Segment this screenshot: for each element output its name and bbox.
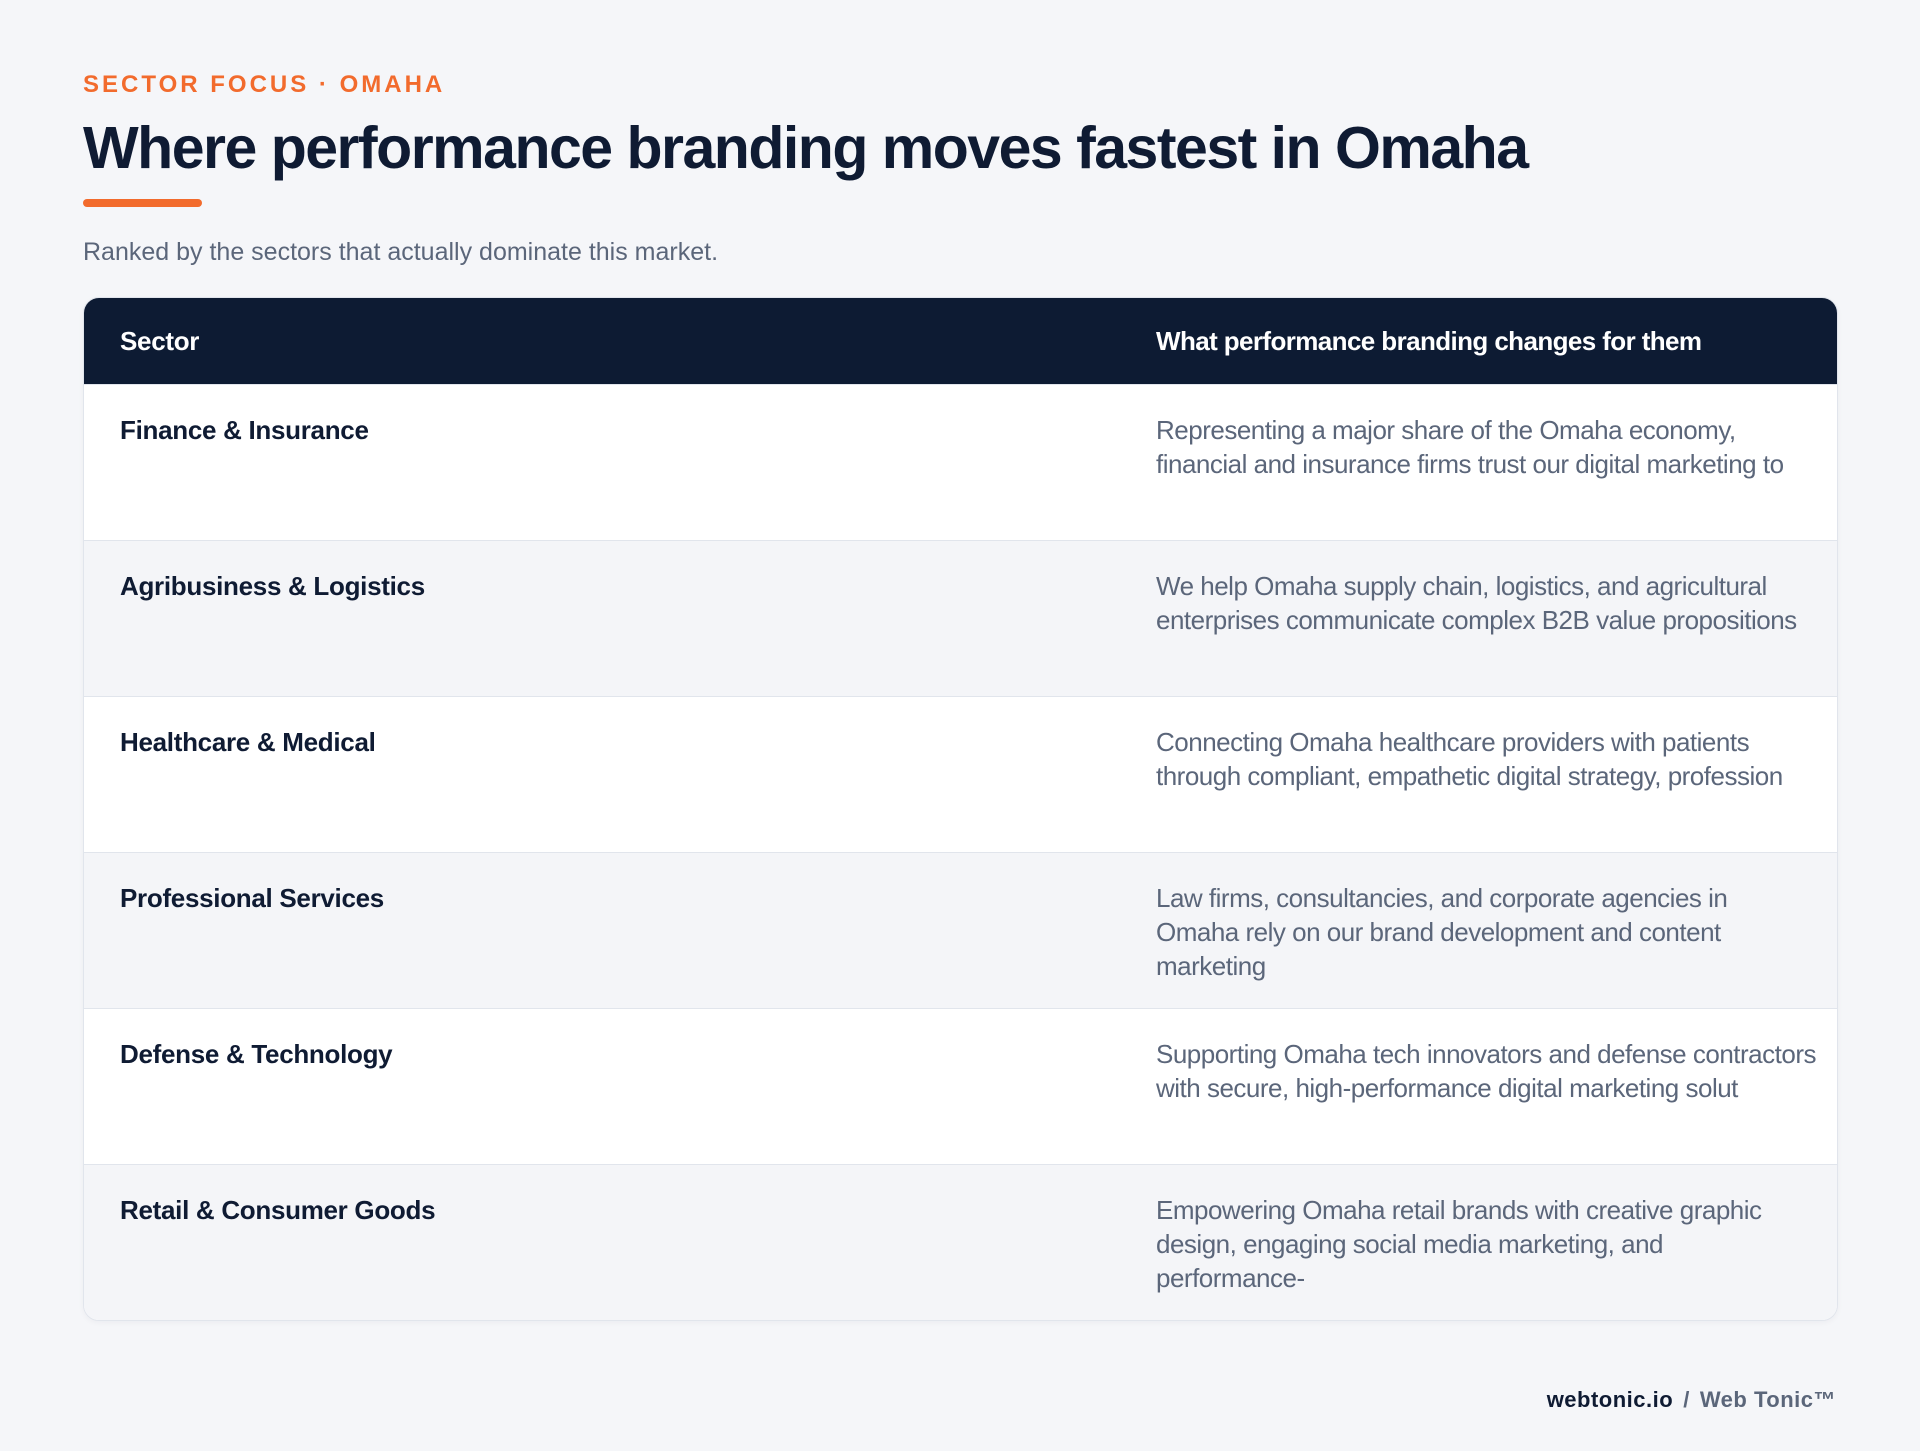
sector-name: Finance & Insurance <box>120 415 369 445</box>
table-row: Healthcare & Medical Connecting Omaha he… <box>84 696 1837 852</box>
page-title: Where performance branding moves fastest… <box>83 115 1529 181</box>
table-row: Finance & Insurance Representing a major… <box>84 384 1837 540</box>
sector-table: Sector What performance branding changes… <box>83 297 1838 1321</box>
table-row: Agribusiness & Logistics We help Omaha s… <box>84 540 1837 696</box>
sector-name: Agribusiness & Logistics <box>120 571 425 601</box>
footer-brand-name: Web Tonic™ <box>1699 1387 1836 1412</box>
table-row: Defense & Technology Supporting Omaha te… <box>84 1008 1837 1164</box>
sector-description: Connecting Omaha healthcare providers wi… <box>1156 727 1783 791</box>
column-header-sector: Sector <box>120 326 200 356</box>
sector-name: Professional Services <box>120 883 384 913</box>
table-row: Professional Services Law firms, consult… <box>84 852 1837 1008</box>
sector-description: Law firms, consultancies, and corporate … <box>1156 883 1728 981</box>
title-accent-bar <box>83 199 202 207</box>
sector-description: Supporting Omaha tech innovators and def… <box>1156 1039 1816 1103</box>
sector-name: Defense & Technology <box>120 1039 393 1069</box>
sector-description: Empowering Omaha retail brands with crea… <box>1156 1195 1762 1293</box>
footer-domain-link[interactable]: webtonic.io <box>1546 1387 1674 1412</box>
column-header-changes: What performance branding changes for th… <box>1156 326 1702 356</box>
sector-description: Representing a major share of the Omaha … <box>1156 415 1784 479</box>
table-header: Sector What performance branding changes… <box>84 298 1837 384</box>
page-subtitle: Ranked by the sectors that actually domi… <box>83 238 719 266</box>
sector-name: Retail & Consumer Goods <box>120 1195 436 1225</box>
eyebrow-label: SECTOR FOCUS · OMAHA <box>83 71 446 98</box>
table-row: Retail & Consumer Goods Empowering Omaha… <box>84 1164 1837 1320</box>
sector-name: Healthcare & Medical <box>120 727 376 757</box>
sector-description: We help Omaha supply chain, logistics, a… <box>1156 571 1797 635</box>
footer-credit: webtonic.io / Web Tonic™ <box>1547 1385 1836 1415</box>
footer-separator: / <box>1683 1387 1690 1412</box>
